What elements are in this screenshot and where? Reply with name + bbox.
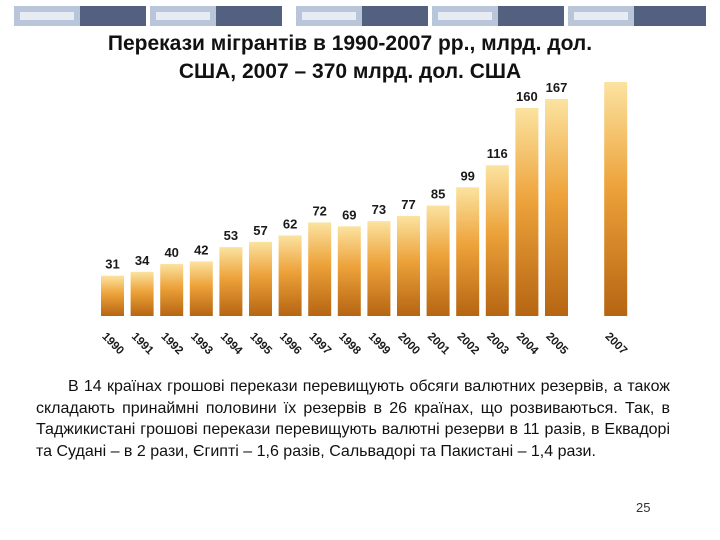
header-decoration — [0, 0, 720, 34]
year-label-2001: 2001 — [425, 331, 452, 358]
slide-title: Перекази мігрантів в 1990-2007 рр., млрд… — [40, 30, 660, 86]
year-label-1997: 1997 — [307, 331, 334, 358]
year-label-2003: 2003 — [484, 331, 511, 358]
value-labels-group: 31 34 40 42 53 57 62 72 69 73 77 85 99 116 160 167 — [105, 80, 567, 272]
year-label-2005: 2005 — [543, 331, 570, 358]
header-tile — [362, 6, 428, 26]
value-label-1990: 31 — [105, 257, 119, 272]
year-label-2007: 2007 — [603, 331, 630, 358]
header-tile — [432, 6, 498, 26]
bar-1994 — [219, 247, 243, 316]
year-label-2002: 2002 — [455, 331, 482, 358]
remittances-bar-chart: 31 34 40 42 53 57 62 72 69 73 77 85 99 116 160 167 1990… — [99, 80, 629, 358]
year-label-1990: 1990 — [99, 331, 126, 358]
header-tile — [216, 6, 282, 26]
year-label-2000: 2000 — [395, 331, 422, 358]
year-label-1996: 1996 — [277, 331, 304, 358]
year-label-1991: 1991 — [129, 331, 156, 358]
bar-2003 — [485, 165, 509, 316]
value-label-1994: 53 — [224, 228, 238, 243]
header-tile — [14, 6, 80, 26]
header-tile — [634, 6, 706, 26]
year-label-1995: 1995 — [247, 331, 274, 358]
bar-2002 — [456, 187, 480, 316]
bar-1996 — [278, 235, 302, 316]
value-label-1991: 34 — [135, 253, 150, 268]
value-label-2005: 167 — [546, 80, 568, 95]
bar-1991 — [130, 271, 154, 316]
value-label-2002: 99 — [460, 168, 474, 183]
slide-title-line-1: Перекази мігрантів в 1990-2007 рр., млрд… — [107, 32, 593, 55]
year-label-1999: 1999 — [366, 331, 393, 358]
value-label-1996: 62 — [283, 216, 297, 231]
year-label-1998: 1998 — [336, 331, 363, 358]
year-labels-group: 1990 1991 1992 1993 1994 1995 1996 1997 1998 1999… — [99, 331, 629, 358]
header-tile — [296, 6, 362, 26]
value-label-1993: 42 — [194, 242, 208, 257]
header-tile — [498, 6, 564, 26]
bar-1990 — [101, 275, 124, 316]
year-label-1993: 1993 — [188, 331, 215, 358]
value-label-2000: 77 — [401, 197, 415, 212]
value-label-2001: 85 — [431, 187, 445, 202]
value-label-1999: 73 — [372, 202, 386, 217]
bar-1998 — [337, 226, 361, 316]
page-number: 25 — [636, 500, 651, 515]
bar-1993 — [189, 261, 213, 316]
bar-1997 — [308, 222, 332, 316]
bar-1995 — [249, 241, 272, 316]
value-label-1995: 57 — [253, 223, 267, 238]
bar-2007 — [604, 82, 628, 316]
header-tile — [150, 6, 216, 26]
value-label-2003: 116 — [487, 146, 508, 161]
bars-group — [101, 82, 628, 317]
year-label-2004: 2004 — [514, 331, 541, 358]
bar-1999 — [367, 221, 391, 316]
slide-title-line-2: США, 2007 – 370 млрд. дол. США — [178, 60, 522, 83]
value-label-1992: 40 — [164, 245, 178, 260]
bar-1992 — [160, 264, 184, 316]
bar-2000 — [397, 215, 420, 316]
bar-2005 — [545, 98, 568, 317]
header-tile — [80, 6, 146, 26]
header-tile — [568, 6, 634, 26]
year-label-1992: 1992 — [159, 331, 186, 358]
bar-2001 — [426, 205, 450, 316]
value-label-1997: 72 — [312, 203, 326, 218]
body-paragraph: В 14 країнах грошові перекази перевищуют… — [36, 378, 670, 460]
year-label-1994: 1994 — [218, 331, 245, 358]
value-label-1998: 69 — [342, 207, 356, 222]
value-label-2004: 160 — [516, 89, 538, 104]
bar-2004 — [515, 108, 539, 316]
